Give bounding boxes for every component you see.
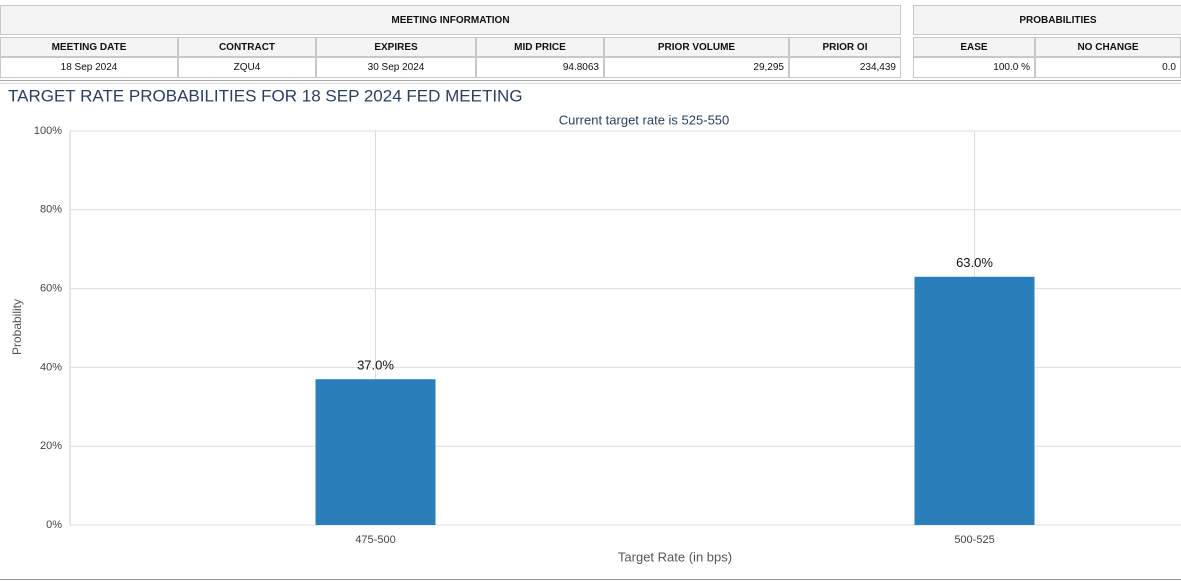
y-tick-label: 80% bbox=[40, 204, 62, 216]
column-header: NO CHANGE bbox=[1035, 37, 1181, 57]
column-header: EASE bbox=[913, 37, 1035, 57]
x-tick-label: 500-525 bbox=[954, 534, 994, 546]
chart-subtitle: Current target rate is 525-550 bbox=[559, 112, 730, 127]
table-cell: 234,439 bbox=[789, 57, 901, 78]
y-tick-label: 60% bbox=[40, 283, 62, 295]
y-axis-label: Probability bbox=[10, 299, 24, 355]
divider bbox=[0, 80, 1181, 84]
y-tick-label: 40% bbox=[40, 361, 62, 373]
table-title: MEETING INFORMATION bbox=[0, 5, 901, 35]
column-header: MEETING DATE bbox=[0, 37, 178, 57]
bar bbox=[914, 276, 1035, 525]
column-header: PRIOR OI bbox=[789, 37, 901, 57]
table-cell: 94.8063 bbox=[476, 57, 604, 78]
column-header: PRIOR VOLUME bbox=[604, 37, 789, 57]
column-header: MID PRICE bbox=[476, 37, 604, 57]
table-cell: 29,295 bbox=[604, 57, 789, 78]
x-tick-label: 475-500 bbox=[355, 534, 395, 546]
table-cell: 30 Sep 2024 bbox=[316, 57, 476, 78]
table-cell: 18 Sep 2024 bbox=[0, 57, 178, 78]
table-title: PROBABILITIES bbox=[913, 5, 1181, 35]
data-label: 63.0% bbox=[956, 255, 993, 270]
data-label: 37.0% bbox=[357, 358, 394, 373]
y-tick-label: 20% bbox=[40, 440, 62, 452]
bottom-rule bbox=[0, 579, 1181, 580]
bar bbox=[315, 379, 436, 525]
y-tick-label: 0% bbox=[46, 519, 62, 531]
table-cell: 100.0 % bbox=[913, 57, 1035, 78]
chart-title: TARGET RATE PROBABILITIES FOR 18 SEP 202… bbox=[8, 86, 523, 105]
y-tick-label: 100% bbox=[34, 125, 62, 137]
table-cell: ZQU4 bbox=[178, 57, 316, 78]
column-header: CONTRACT bbox=[178, 37, 316, 57]
table-cell: 0.0 bbox=[1035, 57, 1181, 78]
column-header: EXPIRES bbox=[316, 37, 476, 57]
x-axis-label: Target Rate (in bps) bbox=[618, 549, 732, 564]
